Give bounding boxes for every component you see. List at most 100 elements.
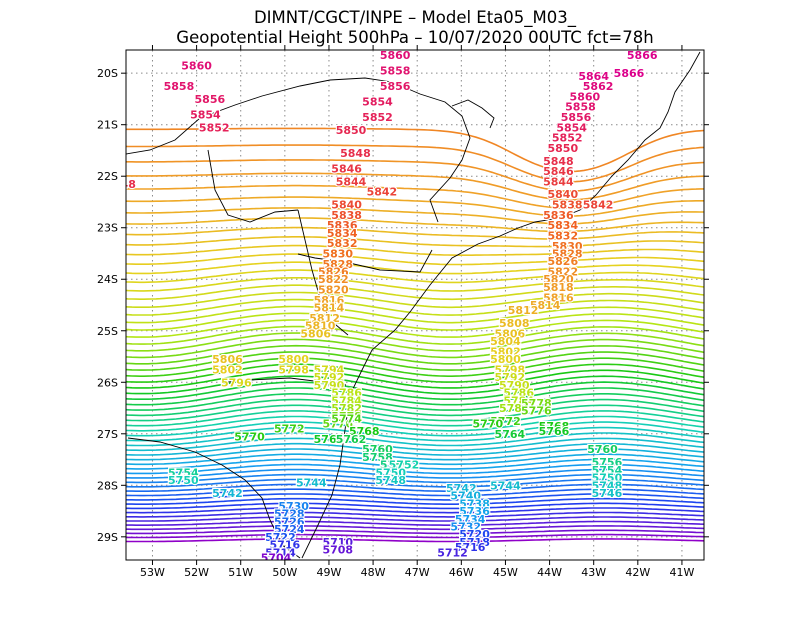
contour-line-5818 [126,172,704,201]
contour-label: 5738 [459,497,490,510]
y-tick-label: 21S [97,119,118,132]
contour-label: 5712 [437,546,468,559]
contour-label: 5786 [503,387,534,400]
contour-label: 5820 [318,284,349,297]
contour-label: 5798 [278,363,309,376]
contour-line-5746 [126,432,704,447]
contour-label: 5732 [450,521,481,534]
contour-label: 5786 [331,387,362,400]
contour-line-5796 [126,277,704,292]
contour-label: 5826 [318,266,349,279]
x-tick-label: 42W [625,566,650,579]
contour-label: 5790 [314,379,345,392]
contour-line-5814 [126,196,704,217]
contour-line-5706 [126,529,704,535]
contour-label: 5838 [331,209,362,222]
contour-label: 5846 [543,165,574,178]
contour-label: 5778 [331,410,362,423]
contour-label: 5816 [543,291,574,304]
x-tick-label: 46W [449,566,474,579]
contour-label: 5768 [539,420,570,433]
contour-label: 5776 [322,417,353,430]
contour-label: 5776 [521,405,552,418]
contour-label: 5852 [552,132,583,145]
contour-label: 5792 [314,371,345,384]
contour-label: 5860 [181,59,212,72]
contour-label: 5778 [521,397,552,410]
contour-line-5716 [126,507,704,514]
x-tick-label: 49W [317,566,342,579]
contour-label: 5704 [261,551,292,564]
contour-label: 5822 [547,266,578,279]
contour-label: 5840 [547,188,578,201]
contour-line-5722 [126,493,704,501]
contour-label: 5834 [547,219,578,232]
contour-line-5732 [126,468,704,479]
contour-line-5704 [126,533,704,539]
contour-label: 5830 [322,247,353,260]
contour-label: 5748 [592,479,623,492]
state-border [297,249,433,273]
contour-line-5760 [126,393,704,411]
contour-line-5702 [126,538,704,543]
contour-label: 5710 [322,536,353,549]
contour-label: 5798 [495,363,526,376]
contour-label: 5834 [327,227,358,240]
contour-line-5810 [126,217,704,233]
contour-line-5714 [126,511,704,518]
contour-label: 5742 [212,487,243,500]
contour-label: 5760 [587,443,618,456]
contour-line-5762 [126,387,704,406]
y-tick-label: 23S [97,222,118,235]
contour-label: 5866 [614,67,645,80]
contour-label: 5858 [164,80,195,93]
contour-line-5742 [126,442,704,456]
contour-label: 5750 [168,474,199,487]
contour-line-5824 [126,127,704,173]
contour-label: 5760 [362,443,393,456]
contour-label: 5810 [305,320,336,333]
state-border [127,437,301,559]
contour-label: 5850 [547,142,578,155]
contour-label: 5842 [367,186,398,199]
contour-label: 5722 [265,531,296,544]
contour-line-5708 [126,525,704,531]
contour-line-5792 [126,291,704,309]
contour-label: 5746 [592,487,623,500]
contour-line-5770 [126,363,704,383]
x-tick-label: 53W [140,566,165,579]
contour-line-5798 [126,269,704,284]
contour-label: 5844 [543,175,574,188]
contour-line-5786 [126,312,704,331]
contour-label: 5830 [552,240,583,253]
contour-label: 5802 [212,363,243,376]
grid-lines [126,50,704,560]
contour-line-5710 [126,520,704,526]
contour-line-5752 [126,415,704,432]
contour-label: 5734 [455,513,486,526]
contour-label: 5856 [380,80,411,93]
contour-line-5774 [126,351,704,371]
brazil-coastline [301,51,701,559]
contour-label: 5840 [331,199,362,212]
y-tick-label: 29S [97,531,118,544]
contour-line-5790 [126,298,704,316]
contour-line-5794 [126,284,704,301]
contour-label: 5724 [274,523,305,536]
contour-label: 5852 [362,111,393,124]
contour-line-5726 [126,483,704,492]
contour-label: 48 [121,178,136,191]
contour-label: 5860 [380,49,411,62]
coastline [126,51,701,559]
contour-label: 5728 [274,508,305,521]
contour-label: 5822 [318,273,349,286]
contour-label: 5858 [565,101,596,114]
contour-line-5754 [126,410,704,427]
chart-title-line2: Geopotential Height 500hPa – 10/07/2020 … [176,28,653,47]
contour-label: 5736 [459,505,490,518]
y-axis: 20S 21S 22S 23S 24S 25S 26S 27S 28S 29S [97,67,709,544]
contour-label: 5828 [552,247,583,260]
contour-label: 5802 [490,345,521,358]
contour-label: 5762 [336,433,367,446]
